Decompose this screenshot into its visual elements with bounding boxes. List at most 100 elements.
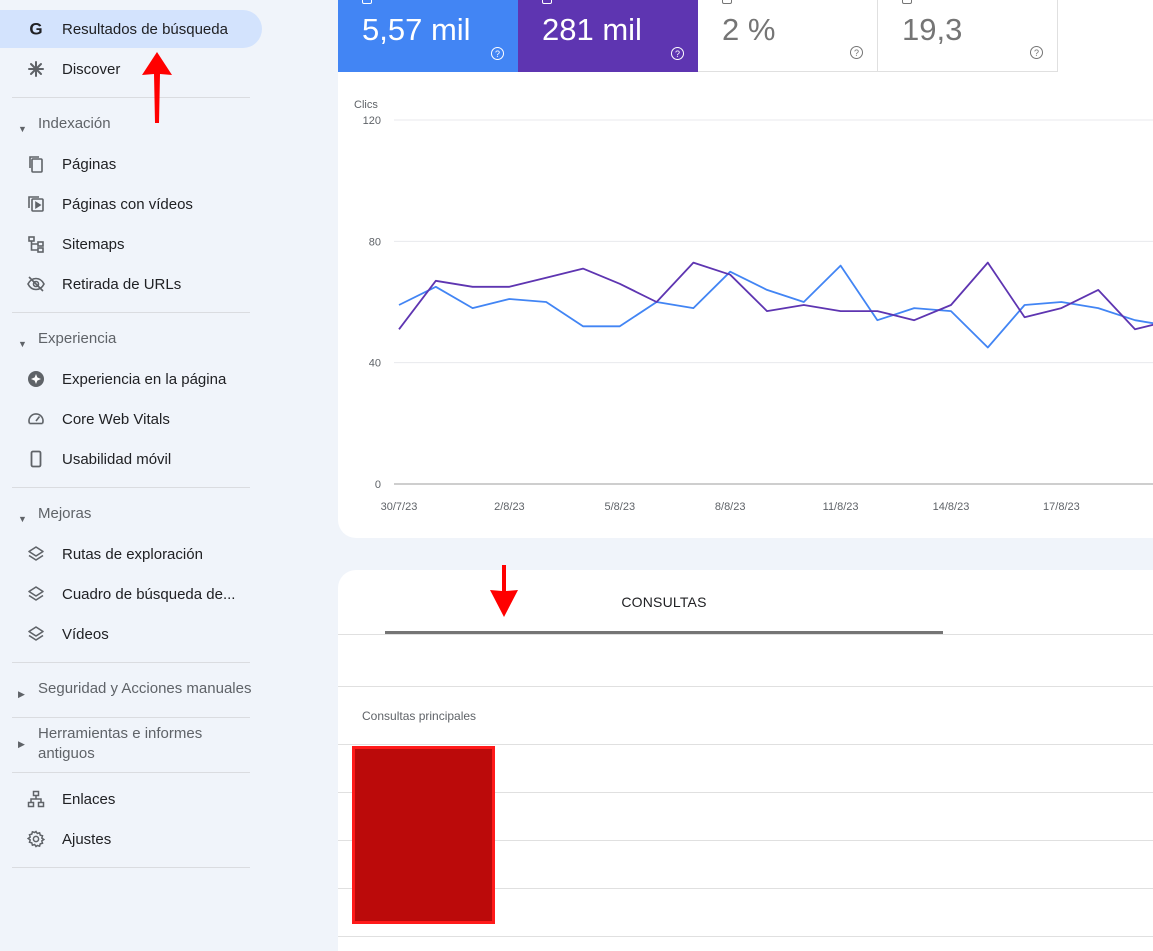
nav-item-label: Cuadro de búsqueda de... bbox=[62, 585, 236, 603]
nav-item-label: Páginas bbox=[62, 155, 117, 173]
metric-clicks[interactable]: 5,57 mil ? bbox=[338, 0, 518, 72]
nav-item-links[interactable]: Enlaces bbox=[0, 780, 262, 818]
layers-icon bbox=[26, 544, 46, 564]
section-label: Mejoras bbox=[38, 505, 92, 522]
phone-icon bbox=[26, 449, 46, 469]
x-tick-label: 11/8/23 bbox=[823, 501, 859, 513]
nav-item-settings[interactable]: Ajustes bbox=[0, 820, 262, 858]
divider bbox=[338, 634, 1153, 635]
metric-ctr[interactable]: 2 % ? bbox=[698, 0, 878, 72]
help-icon[interactable]: ? bbox=[850, 46, 863, 59]
table-row-divider bbox=[338, 840, 1153, 841]
sidebar-divider bbox=[12, 717, 250, 718]
x-tick-label: 2/8/23 bbox=[494, 501, 525, 513]
series-line-1 bbox=[398, 261, 1153, 331]
metric-impressions[interactable]: 281 mil ? bbox=[518, 0, 698, 72]
svg-text:G: G bbox=[29, 20, 42, 38]
x-tick-label: 8/8/23 bbox=[715, 501, 746, 513]
table-row-divider bbox=[338, 936, 1153, 937]
annotation-arrow-down bbox=[490, 565, 518, 617]
nav-item-label: Rutas de exploración bbox=[62, 545, 203, 563]
section-security[interactable]: ▶ Seguridad y Acciones manuales bbox=[0, 679, 262, 704]
layers-icon bbox=[26, 624, 46, 644]
nav-item-label: Ajustes bbox=[62, 830, 112, 848]
performance-card: 5,57 mil ? 281 mil ? 2 % ? 19,3 ? bbox=[338, 0, 1153, 538]
nav-item-url-removal[interactable]: Retirada de URLs bbox=[0, 265, 262, 303]
y-tick-label: 80 bbox=[369, 236, 381, 248]
nav-item-sitelinks-searchbox[interactable]: Cuadro de búsqueda de... bbox=[0, 575, 262, 613]
caret-right-icon: ▶ bbox=[18, 689, 25, 699]
sidebar-divider bbox=[12, 662, 250, 663]
eye-off-icon bbox=[26, 274, 46, 294]
section-legacy-tools[interactable]: ▶ Herramientas e informes antiguos bbox=[0, 724, 230, 764]
section-label: Indexación bbox=[38, 115, 111, 132]
metric-position[interactable]: 19,3 ? bbox=[878, 0, 1058, 72]
nav-item-label: Sitemaps bbox=[62, 235, 125, 253]
y-tick-label: 0 bbox=[375, 479, 381, 491]
nav-item-sitemaps[interactable]: Sitemaps bbox=[0, 225, 262, 263]
section-experience[interactable]: ▼ Experiencia bbox=[0, 329, 262, 354]
nav-item-page-experience[interactable]: Experiencia en la página bbox=[0, 360, 262, 398]
section-indexing[interactable]: ▼ Indexación bbox=[0, 114, 262, 139]
sidebar-divider bbox=[12, 97, 250, 98]
help-icon[interactable]: ? bbox=[1030, 46, 1043, 59]
gear-icon bbox=[26, 829, 46, 849]
nav-item-label: Páginas con vídeos bbox=[62, 195, 193, 213]
nav-item-mobile-usability[interactable]: Usabilidad móvil bbox=[0, 440, 262, 478]
nav-item-pages[interactable]: Páginas bbox=[0, 145, 262, 183]
sidebar: G Resultados de búsqueda Discover ▼ Inde… bbox=[0, 0, 270, 951]
sidebar-divider bbox=[12, 867, 250, 868]
tab-active-indicator bbox=[385, 631, 943, 634]
help-icon[interactable]: ? bbox=[671, 47, 684, 60]
nav-item-label: Discover bbox=[62, 60, 121, 78]
metric-value: 19,3 bbox=[902, 12, 963, 47]
table-title: Consultas principales bbox=[362, 709, 477, 723]
tab-queries[interactable]: CONSULTAS bbox=[621, 594, 707, 610]
y-tick-label: 120 bbox=[363, 115, 381, 127]
section-label: Seguridad y Acciones manuales bbox=[38, 680, 252, 697]
network-icon bbox=[26, 789, 46, 809]
table-row-divider bbox=[338, 744, 1153, 745]
queries-card: CONSULTAS Consultas principales bbox=[338, 570, 1153, 951]
annotation-arrow-up bbox=[142, 52, 172, 123]
table-row-divider bbox=[338, 792, 1153, 793]
nav-item-video-pages[interactable]: Páginas con vídeos bbox=[0, 185, 262, 223]
nav-item-label: Experiencia en la página bbox=[62, 370, 227, 388]
google-g-icon: G bbox=[26, 19, 46, 39]
asterisk-icon bbox=[26, 59, 46, 79]
checkbox-icon bbox=[722, 0, 732, 4]
divider bbox=[338, 686, 1153, 687]
nav-item-label: Usabilidad móvil bbox=[62, 450, 172, 468]
layers-icon bbox=[26, 584, 46, 604]
section-enhancements[interactable]: ▼ Mejoras bbox=[0, 504, 262, 529]
section-label: Herramientas e informes antiguos bbox=[38, 725, 203, 762]
sidebar-divider bbox=[12, 487, 250, 488]
nav-item-breadcrumbs[interactable]: Rutas de exploración bbox=[0, 535, 262, 573]
caret-down-icon: ▼ bbox=[18, 514, 27, 524]
nav-item-search-results[interactable]: G Resultados de búsqueda bbox=[0, 10, 262, 48]
x-tick-label: 30/7/23 bbox=[381, 501, 418, 513]
pages-icon bbox=[26, 154, 46, 174]
nav-item-label: Retirada de URLs bbox=[62, 275, 182, 293]
series-line-0 bbox=[398, 264, 1153, 349]
nav-item-core-web-vitals[interactable]: Core Web Vitals bbox=[0, 400, 262, 438]
metric-value: 5,57 mil bbox=[362, 12, 471, 47]
table-row-divider bbox=[338, 888, 1153, 889]
metric-value: 2 % bbox=[722, 12, 776, 47]
nav-item-label: Enlaces bbox=[62, 790, 116, 808]
redaction-box bbox=[352, 746, 495, 924]
help-icon[interactable]: ? bbox=[491, 47, 504, 60]
y-axis-label: Clics bbox=[354, 99, 378, 111]
checkbox-icon bbox=[542, 0, 552, 4]
caret-right-icon: ▶ bbox=[18, 739, 25, 749]
y-tick-label: 40 bbox=[369, 358, 381, 370]
nav-item-label: Vídeos bbox=[62, 625, 109, 643]
nav-item-discover[interactable]: Discover bbox=[0, 50, 262, 88]
sidebar-divider bbox=[12, 312, 250, 313]
nav-item-videos[interactable]: Vídeos bbox=[0, 615, 262, 653]
performance-chart: Clics 0 40 80 120 30/7/23 2/8/23 5/8/23 8/8/23 11… bbox=[354, 99, 1153, 513]
nav-item-label: Resultados de búsqueda bbox=[62, 20, 228, 38]
caret-down-icon: ▼ bbox=[18, 124, 27, 134]
checkbox-icon bbox=[362, 0, 372, 4]
section-label: Experiencia bbox=[38, 330, 117, 347]
